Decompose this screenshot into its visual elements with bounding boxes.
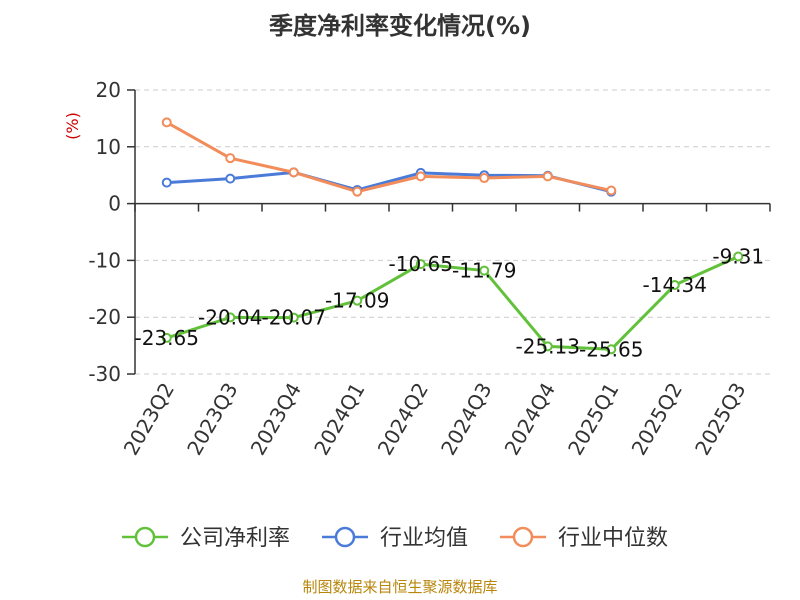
data-point [161, 177, 172, 188]
data-point [161, 332, 172, 343]
legend: 公司净利率 行业均值 行业中位数 [122, 526, 668, 551]
data-point [415, 171, 426, 182]
legend-item: 行业均值 [322, 526, 468, 551]
grid [135, 89, 770, 375]
axes [127, 89, 771, 375]
data-point [352, 186, 363, 197]
x-tick-label: 2023Q3 [182, 379, 242, 460]
x-tick-label: 2025Q1 [563, 379, 623, 460]
x-tick-label: 2024Q1 [309, 379, 369, 460]
data-label: -11.79 [452, 259, 516, 283]
series-line [166, 121, 612, 194]
x-tick-label: 2024Q4 [500, 379, 560, 460]
series-points [161, 117, 744, 355]
x-tick-labels: 2023Q2 2023Q3 2023Q4 2024Q1 2024Q2 2024Q3 2024… [119, 379, 751, 460]
y-tick-label: -30 [88, 362, 121, 386]
data-point [225, 153, 236, 164]
y-tick-label: -20 [88, 305, 121, 329]
data-point [542, 171, 553, 182]
data-label: -10.65 [389, 252, 453, 276]
data-point [225, 312, 236, 323]
data-point [669, 280, 680, 291]
x-tick-label: 2024Q3 [436, 379, 496, 460]
series-lines [166, 121, 739, 351]
legend-label: 行业中位数 [558, 526, 668, 551]
y-axis-label: (%) [63, 112, 82, 140]
data-point [606, 344, 617, 355]
data-point [542, 341, 553, 352]
data-point [415, 259, 426, 270]
y-tick-label: -10 [88, 248, 121, 272]
source-note: 制图数据来自恒生聚源数据库 [302, 578, 497, 596]
data-label: -23.65 [135, 326, 199, 350]
legend-item: 行业中位数 [500, 526, 668, 551]
chart-title: 季度净利率变化情况(%) [269, 12, 531, 40]
data-label: -9.31 [712, 244, 764, 268]
data-point [288, 312, 299, 323]
data-point [225, 173, 236, 184]
data-point [606, 185, 617, 196]
data-label: -14.34 [643, 273, 707, 297]
data-point [479, 265, 490, 276]
x-tick-label: 2025Q3 [690, 379, 750, 460]
x-tick-label: 2023Q4 [246, 379, 306, 460]
legend-marker [134, 526, 156, 548]
legend-marker [512, 526, 534, 548]
data-point [161, 117, 172, 128]
x-tick-label: 2024Q2 [373, 379, 433, 460]
data-point [288, 167, 299, 178]
legend-item: 公司净利率 [122, 526, 290, 551]
data-label: -25.13 [516, 334, 580, 358]
data-labels: -23.65-20.04 -20.07-17.09-10.65 -11.79 -25.… [135, 244, 765, 361]
y-tick-labels: 20 10 0 -10 -20 -30 [88, 78, 121, 386]
data-label: -20.07 [262, 306, 326, 330]
legend-label: 公司净利率 [180, 526, 290, 551]
data-point [479, 173, 490, 184]
data-point [733, 251, 744, 262]
x-tick-label: 2023Q2 [119, 379, 179, 460]
x-tick-label: 2025Q2 [627, 379, 687, 460]
y-tick-label: 10 [96, 135, 121, 159]
data-label: -25.65 [579, 337, 643, 361]
y-tick-label: 0 [108, 192, 121, 216]
legend-label: 行业均值 [380, 526, 468, 551]
data-label: -17.09 [325, 289, 389, 313]
y-tick-label: 20 [96, 78, 121, 102]
data-point [352, 295, 363, 306]
series-line [166, 255, 739, 351]
legend-marker [334, 526, 356, 548]
data-label: -20.04 [198, 305, 262, 329]
